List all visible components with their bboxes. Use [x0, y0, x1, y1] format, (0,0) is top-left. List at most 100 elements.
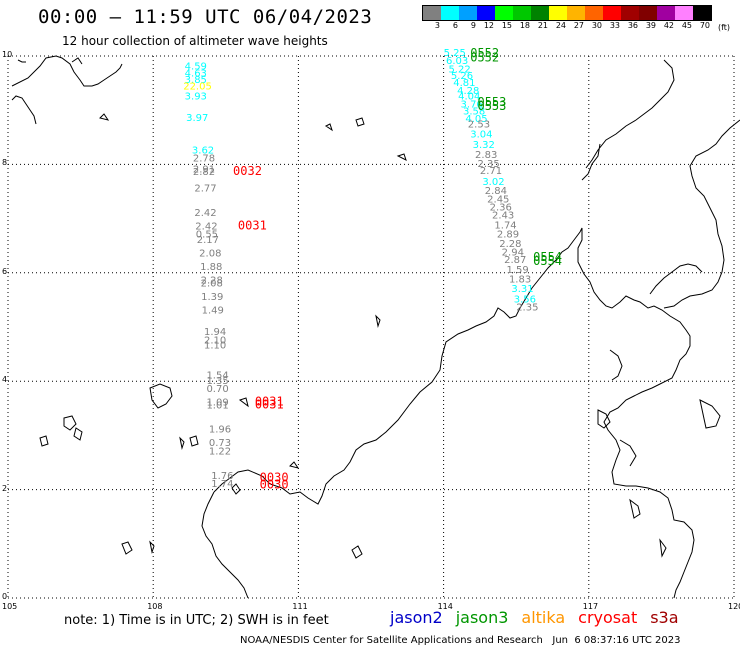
credit-line: NOAA/NESDIS Center for Satellite Applica… — [240, 635, 681, 646]
lon-tick-label: 108 — [147, 602, 163, 611]
legend-swatch — [639, 6, 657, 20]
wave-height-value: 2.43 — [492, 211, 514, 222]
pass-time-label: 0552 — [470, 46, 499, 60]
wave-height-value: 0.73 — [209, 438, 231, 449]
wave-height-value: 3.04 — [470, 129, 492, 140]
wave-height-value: 2.91 — [193, 165, 215, 176]
lon-tick-label: 111 — [292, 602, 308, 611]
wave-height-value: 5.22 — [448, 64, 470, 75]
wave-height-value: 2.08 — [199, 249, 221, 260]
wave-height-value: 2.42 — [194, 208, 216, 219]
wave-height-value: 2.42 — [195, 221, 217, 232]
footer-note: note: 1) Time is in UTC; 2) SWH is in fe… — [64, 613, 329, 628]
wave-height-value: 2.53 — [468, 120, 490, 131]
legend-swatch — [621, 6, 639, 20]
legend-label: 3 — [434, 21, 440, 30]
legend-swatch — [585, 6, 603, 20]
wave-height-value: 2.89 — [497, 230, 519, 241]
coast-indochina — [11, 55, 123, 125]
wave-height-value: 2.83 — [475, 150, 497, 161]
wave-height-value: 1.76 — [211, 471, 233, 482]
coast-philippines — [581, 59, 740, 309]
wave-height-value: 2.87 — [504, 255, 526, 266]
legend-label: 33 — [609, 21, 620, 30]
legend-swatch — [423, 6, 441, 20]
coast-small-islands — [39, 117, 407, 559]
pass-time-label: 0030 — [260, 470, 289, 484]
wave-height-value: 2.71 — [480, 166, 502, 177]
page-subtitle: 12 hour collection of altimeter wave hei… — [62, 34, 328, 48]
coast-borneo-west — [201, 491, 249, 599]
lon-tick-label: 114 — [437, 602, 453, 611]
satellite-jason3: jason3 — [455, 608, 509, 627]
legend-label: 42 — [663, 21, 674, 30]
wave-height-value: 1.35 — [206, 376, 228, 387]
wave-height-value: 1.22 — [209, 446, 231, 457]
satellite-legend: jason2 jason3 altika cryosat s3a — [390, 608, 679, 627]
wave-height-value: 2.78 — [193, 154, 215, 165]
wave-height-value: 1.59 — [507, 265, 529, 276]
legend-label: 24 — [555, 21, 566, 30]
wave-height-value: 3.85 — [185, 75, 207, 86]
wave-height-value: 3.97 — [186, 113, 208, 124]
wave-height-value: 2.28 — [499, 239, 521, 250]
wave-height-value: 3.58 — [463, 107, 485, 118]
wave-height-legend: 3 6 9 12 15 18 21 24 27 30 33 36 39 42 45 70 (ft) — [422, 5, 730, 32]
wave-height-value: 0.55 — [196, 230, 218, 241]
wave-height-value: 22.05 — [183, 82, 212, 93]
wave-height-value: 1.49 — [202, 305, 224, 316]
legend-swatch — [513, 6, 531, 20]
wave-height-value: 4.28 — [457, 86, 479, 97]
wave-height-value: 3.76 — [461, 99, 483, 110]
satellite-cryosat: cryosat — [578, 608, 638, 627]
wave-height-value: 4.63 — [185, 69, 207, 80]
satellite-jason2: jason2 — [390, 608, 443, 627]
legend-label: 12 — [483, 21, 494, 30]
legend-swatch — [495, 6, 513, 20]
wave-height-value: 1.09 — [206, 398, 228, 409]
wave-height-value: 1.83 — [509, 275, 531, 286]
wave-height-value: 3.56 — [514, 295, 536, 306]
legend-label: 9 — [470, 21, 476, 30]
observations: 4.594.633.8522.053.933.973.622.782.912.8… — [183, 46, 562, 491]
legend-label: 30 — [591, 21, 602, 30]
pass-time-label: 0031 — [238, 218, 267, 232]
legend-swatch — [549, 6, 567, 20]
wave-height-value: 2.28 — [201, 276, 223, 287]
wave-height-value: 2.82 — [193, 167, 215, 178]
legend-label: 27 — [573, 21, 584, 30]
coastline — [11, 55, 740, 599]
wave-height-value: 3.93 — [185, 91, 207, 102]
lat-tick-label: 6 — [2, 266, 8, 276]
coast-east-islands — [597, 349, 721, 558]
legend-swatch — [675, 6, 693, 20]
legend-labels: 3 6 9 12 15 18 21 24 27 30 33 36 39 42 45 70 — [422, 21, 712, 30]
wave-height-value: 4.05 — [465, 114, 487, 125]
legend-label: 21 — [537, 21, 548, 30]
wave-height-value: 1.74 — [211, 479, 233, 490]
lat-tick-label: 4 — [2, 375, 8, 385]
wave-height-value: 2.35 — [516, 303, 538, 314]
legend-label: 39 — [645, 21, 656, 30]
wave-height-value: 1.74 — [494, 220, 516, 231]
lon-tick-label: 105 — [2, 602, 18, 611]
legend-label: 18 — [519, 21, 530, 30]
pass-time-label: 0031 — [255, 395, 284, 409]
wave-height-value: 2.10 — [204, 335, 226, 346]
coast-borneo — [213, 227, 695, 599]
wave-height-value: 2.36 — [490, 202, 512, 213]
wave-height-value: 4.04 — [458, 91, 480, 102]
pass-time-label: 0552 — [470, 50, 499, 64]
satellite-s3a: s3a — [650, 608, 679, 627]
legend-swatch — [693, 6, 711, 20]
wave-height-value: 5.25 — [444, 48, 466, 59]
pass-time-label: 0553 — [477, 99, 506, 113]
wave-height-value: 3.02 — [482, 177, 504, 188]
lon-tick-label: 120 — [728, 602, 740, 611]
pass-time-label: 0030 — [260, 478, 289, 492]
lat-tick-label: 2 — [2, 483, 8, 493]
coast-natuna — [99, 113, 300, 495]
wave-height-value: 1.88 — [200, 262, 222, 273]
legend-label: 6 — [452, 21, 458, 30]
